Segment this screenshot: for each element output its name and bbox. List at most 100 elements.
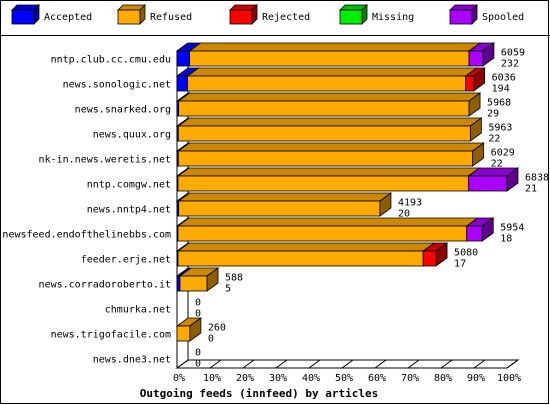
accepted-count-label: 18 (500, 234, 512, 245)
total-label: 6029 (491, 148, 515, 159)
bar-top-face (177, 92, 482, 102)
category-label: feeder.erje.net (81, 255, 171, 266)
bar-top-face (176, 217, 479, 227)
bar-segment-refused (177, 92, 482, 117)
bar-side-face (472, 142, 485, 167)
bar-top-face (177, 192, 393, 202)
accepted-count-label: 0 (208, 334, 214, 345)
x-tick-label: 20% (236, 373, 254, 384)
bar-row-nk-in-news-weretis-net (175, 142, 485, 167)
bar-front-face (178, 200, 381, 217)
accepted-count-label: 5 (225, 284, 231, 295)
x-tick-mark (341, 359, 354, 369)
bar-row-newsfeed-endofthelinebbs-com (175, 217, 495, 242)
bar-front-face (177, 250, 424, 267)
bar-front-face (178, 100, 470, 117)
legend: Accepted Refused Rejected Missing Spooled (11, 4, 524, 25)
bar-segment-refused (176, 167, 481, 192)
bars (175, 42, 520, 342)
bar-segment-refused (177, 192, 393, 217)
x-axis-label: Outgoing feeds (innfeed) by articles (140, 387, 378, 400)
bar-row-feeder-erje-net (175, 242, 449, 267)
accepted-count-label: 21 (525, 184, 537, 195)
legend-label: Refused (150, 12, 192, 23)
legend-item-refused: Refused (117, 4, 192, 25)
bar-top-face (177, 142, 485, 152)
legend-swatch (339, 9, 363, 25)
category-label: news.nntp4.net (87, 205, 171, 216)
bar-side-face (506, 167, 519, 192)
bar-front-face (177, 150, 474, 167)
bar-side-face (206, 267, 219, 292)
total-label: 6838 (525, 173, 549, 184)
total-label: 6036 (492, 73, 516, 84)
bar-side-face (435, 242, 448, 267)
bar-row-news-trigofacile-com (175, 317, 203, 342)
bar-front-face (177, 125, 471, 142)
x-tick-label: 30% (269, 373, 287, 384)
legend-item-rejected: Rejected (229, 4, 310, 25)
bar-front-face (465, 75, 475, 92)
bar-top-face (177, 117, 483, 127)
bar-front-face (176, 275, 181, 292)
bar-segment-refused (176, 242, 436, 267)
bar-side-face (379, 192, 392, 217)
x-tick-label: 40% (302, 373, 320, 384)
accepted-count-label: 194 (492, 84, 510, 95)
bar-front-face (187, 75, 467, 92)
x-tick-label: 10% (203, 373, 221, 384)
category-label: news.quux.org (93, 130, 171, 141)
bar-row-news-corradoroberto-it (175, 267, 220, 292)
accepted-count-label: 20 (398, 209, 410, 220)
bar-top-face (188, 42, 482, 52)
category-label: chmurka.net (105, 305, 171, 316)
bar-front-face (422, 250, 437, 267)
total-label: 588 (225, 273, 243, 284)
total-label: 5954 (500, 223, 524, 234)
bar-segment-refused (188, 42, 482, 67)
x-tick-mark (506, 359, 519, 369)
x-tick-mark (407, 359, 420, 369)
accepted-count-label: 22 (488, 134, 500, 145)
accepted-count-label: 17 (454, 259, 466, 270)
bar-side-face (469, 117, 482, 142)
bar-row-news-quux-org (175, 117, 483, 142)
x-tick-mark (473, 359, 486, 369)
value-labels: 6059232603619459682959632260292268382141… (195, 48, 549, 370)
bar-segment-refused (177, 142, 485, 167)
legend-item-accepted: Accepted (11, 4, 92, 25)
x-tick-label: 0% (173, 373, 185, 384)
bar-segment-accepted (175, 42, 202, 67)
category-label: nk-in.news.weretis.net (39, 155, 171, 166)
legend-item-missing: Missing (339, 4, 414, 25)
axes: 0% 10% 20% 30% 40% 50% 60% 70% 80% 90% 100% (173, 42, 521, 384)
category-label: news.sonologic.net (63, 80, 171, 91)
x-tick-label: 90% (467, 373, 485, 384)
bar-side-face (482, 42, 495, 67)
bar-front-face (176, 325, 191, 342)
x-tick-mark (275, 359, 288, 369)
category-label: nntp.comgw.net (87, 180, 171, 191)
accepted-count-label: 0 (195, 359, 201, 370)
total-label: 5080 (454, 248, 478, 259)
legend-label: Accepted (44, 12, 92, 23)
bar-row-news-sonologic-net (175, 67, 486, 92)
total-label: 5963 (488, 123, 512, 134)
legend-item-spooled: Spooled (449, 4, 524, 25)
bar-row-nntp-club-cc-cmu-edu (175, 42, 496, 67)
total-label: 0 (195, 298, 201, 309)
legend-label: Missing (372, 12, 414, 23)
x-tick-mark (242, 359, 255, 369)
category-label: news.snarked.org (75, 105, 171, 116)
accepted-count-label: 232 (501, 59, 519, 70)
bar-front-face (177, 225, 468, 242)
bar-row-nntp-comgw-net (175, 167, 520, 192)
bar-front-face (466, 225, 483, 242)
total-label: 260 (208, 323, 226, 334)
total-label: 6059 (501, 48, 525, 59)
bar-front-face (176, 75, 188, 92)
x-tick-mark (440, 359, 453, 369)
bar-front-face (176, 50, 190, 67)
total-label: 4193 (398, 198, 422, 209)
